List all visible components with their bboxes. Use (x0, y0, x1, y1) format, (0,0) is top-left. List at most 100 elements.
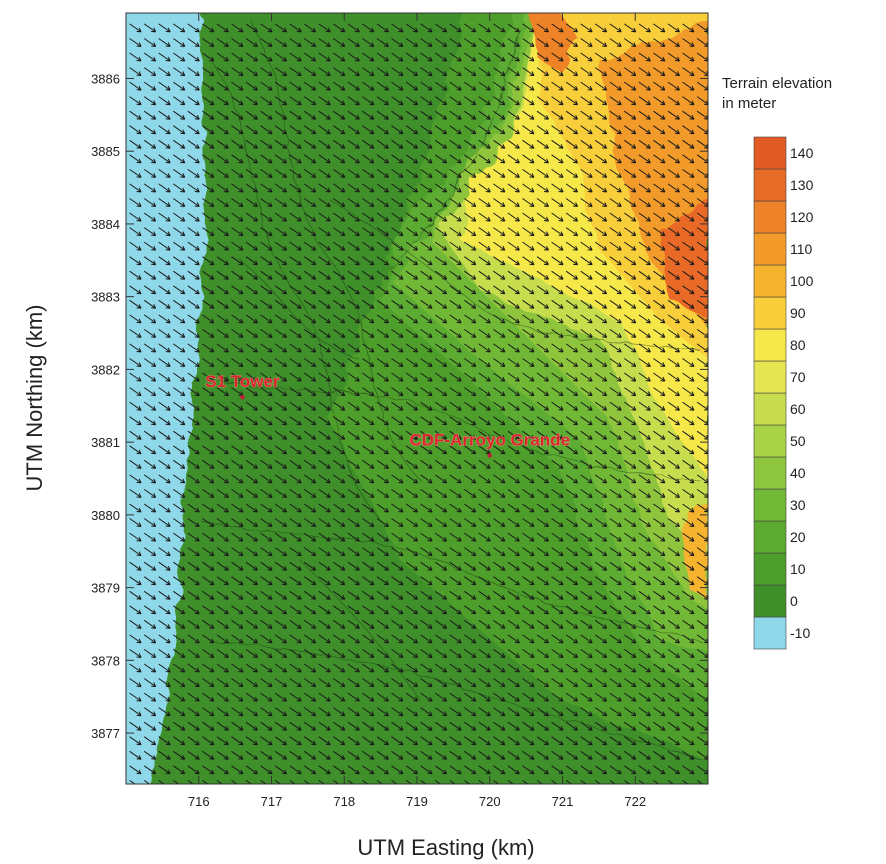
wind-arrow (682, 139, 695, 149)
wind-arrow (216, 387, 229, 397)
wind-arrow (231, 285, 244, 295)
wind-arrow (420, 387, 433, 397)
wind-arrow (478, 547, 491, 557)
wind-arrow (245, 547, 258, 557)
wind-arrow (318, 503, 331, 513)
wind-arrow (245, 430, 258, 440)
wind-arrow (565, 401, 579, 411)
wind-arrow (682, 183, 695, 193)
wind-arrow (260, 314, 273, 324)
wind-arrow (536, 445, 549, 455)
wind-arrow (347, 547, 360, 557)
wind-arrow (653, 96, 666, 106)
wind-arrow (362, 779, 369, 784)
wind-arrow (609, 518, 622, 527)
wind-arrow (493, 401, 506, 411)
wind-arrow (216, 372, 229, 382)
wind-arrow (376, 692, 389, 702)
wind-arrow (580, 503, 593, 513)
wind-arrow (449, 168, 462, 178)
wind-arrow (653, 256, 666, 266)
wind-arrow (536, 779, 544, 784)
wind-arrow (594, 212, 608, 222)
wind-arrow (333, 518, 346, 527)
wind-arrow (594, 183, 608, 193)
wind-arrow (653, 547, 666, 557)
wind-arrow (391, 445, 404, 455)
wind-arrow (231, 532, 244, 542)
wind-arrow (143, 779, 151, 784)
wind-arrow (231, 416, 244, 426)
wind-arrow (318, 328, 331, 338)
wind-arrow (522, 721, 535, 731)
wind-arrow (376, 81, 389, 91)
wind-arrow (405, 459, 419, 469)
wind-arrow (173, 692, 186, 702)
wind-arrow (202, 328, 215, 338)
wind-arrow (245, 518, 258, 527)
wind-arrow (347, 285, 360, 295)
wind-arrow (449, 590, 462, 600)
wind-arrow (682, 67, 695, 77)
wind-arrow (493, 285, 506, 295)
wind-arrow (434, 256, 448, 266)
wind-arrow (129, 314, 142, 324)
wind-arrow (187, 96, 200, 106)
wind-arrow (260, 23, 273, 33)
wind-arrow (318, 750, 331, 760)
wind-arrow (507, 285, 520, 295)
wind-arrow (245, 605, 258, 615)
wind-arrow (202, 81, 215, 91)
wind-arrow (420, 212, 433, 222)
wind-arrow (580, 707, 593, 717)
wind-arrow (478, 678, 491, 688)
wind-arrow (405, 328, 419, 338)
wind-arrow (653, 518, 666, 527)
y-tick-label: 3878 (91, 653, 120, 668)
wind-arrow (260, 532, 273, 542)
wind-arrow (667, 154, 680, 164)
wind-arrow (420, 67, 433, 77)
wind-arrow (464, 547, 477, 557)
wind-arrow (158, 256, 171, 266)
wind-arrow (231, 430, 244, 440)
wind-arrow (173, 619, 186, 629)
wind-arrow (624, 648, 637, 658)
wind-arrow (376, 430, 389, 440)
wind-arrow (274, 474, 288, 484)
wind-arrow (493, 532, 506, 542)
wind-arrow (551, 634, 564, 644)
wind-arrow (682, 358, 695, 367)
wind-arrow (507, 198, 520, 207)
wind-arrow (347, 241, 360, 251)
wind-arrow (580, 299, 593, 309)
wind-arrow (187, 343, 200, 353)
wind-arrow (129, 779, 136, 784)
wind-arrow (274, 779, 282, 784)
wind-arrow (653, 474, 666, 484)
wind-arrow (289, 779, 296, 784)
wind-arrow (522, 605, 535, 615)
wind-arrow (202, 270, 215, 280)
wind-arrow (565, 23, 579, 33)
wind-arrow (333, 212, 346, 222)
wind-arrow (187, 590, 200, 600)
wind-arrow (245, 358, 258, 367)
wind-arrow (143, 81, 157, 91)
wind-arrow (551, 314, 564, 324)
wind-arrow (507, 256, 520, 266)
wind-arrow (274, 532, 288, 542)
wind-arrow (143, 721, 157, 731)
wind-arrow (464, 721, 477, 731)
wind-arrow (667, 372, 680, 382)
wind-arrow (682, 168, 695, 178)
wind-arrow (260, 663, 273, 673)
wind-arrow (202, 605, 215, 615)
wind-arrow (478, 183, 491, 193)
wind-arrow (318, 547, 331, 557)
wind-arrow (536, 474, 549, 484)
wind-arrow (580, 430, 593, 440)
colorbar-segment (753, 520, 787, 554)
wind-arrow (594, 605, 608, 615)
wind-arrow (420, 139, 433, 149)
